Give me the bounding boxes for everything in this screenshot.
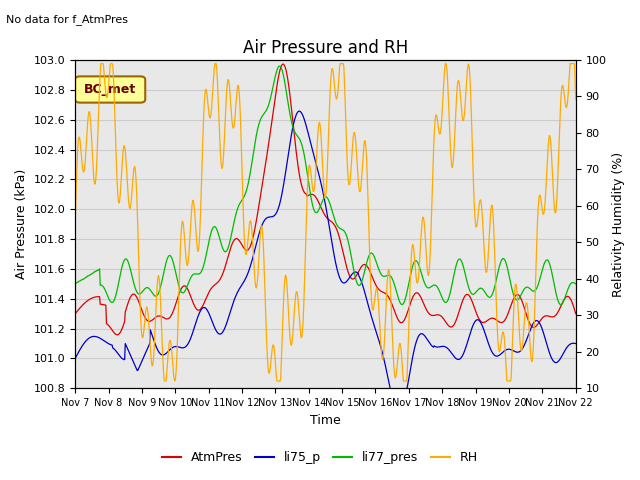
Line: AtmPres: AtmPres bbox=[75, 64, 576, 335]
AtmPres bbox=[113, 332, 121, 337]
RH bbox=[102, 95, 110, 100]
AtmPres bbox=[504, 312, 511, 318]
FancyBboxPatch shape bbox=[75, 76, 145, 103]
Line: RH: RH bbox=[75, 63, 576, 381]
li75_p bbox=[296, 108, 303, 114]
X-axis label: Time: Time bbox=[310, 414, 341, 427]
Line: li75_p: li75_p bbox=[75, 111, 576, 413]
li77_pres bbox=[557, 302, 564, 308]
Y-axis label: Relativity Humidity (%): Relativity Humidity (%) bbox=[612, 152, 625, 297]
li75_p bbox=[102, 339, 109, 345]
RH bbox=[97, 60, 105, 66]
li75_p bbox=[71, 356, 79, 361]
li75_p bbox=[391, 404, 399, 409]
AtmPres bbox=[364, 264, 371, 269]
Line: li77_pres: li77_pres bbox=[75, 66, 576, 305]
AtmPres bbox=[279, 61, 287, 67]
RH bbox=[504, 378, 511, 384]
Legend: AtmPres, li75_p, li77_pres, RH: AtmPres, li75_p, li77_pres, RH bbox=[157, 446, 483, 469]
li75_p bbox=[452, 356, 460, 361]
Text: BC_met: BC_met bbox=[84, 83, 136, 96]
Y-axis label: Air Pressure (kPa): Air Pressure (kPa) bbox=[15, 169, 28, 279]
AtmPres bbox=[572, 311, 580, 317]
li77_pres bbox=[102, 288, 109, 294]
li77_pres bbox=[503, 263, 511, 268]
RH bbox=[376, 331, 384, 337]
AtmPres bbox=[376, 288, 384, 294]
RH bbox=[364, 168, 371, 174]
RH bbox=[452, 103, 460, 109]
li75_p bbox=[572, 341, 580, 347]
RH bbox=[71, 221, 79, 227]
li77_pres bbox=[376, 269, 383, 275]
li75_p bbox=[376, 340, 383, 346]
RH bbox=[392, 375, 399, 381]
AtmPres bbox=[392, 310, 399, 316]
Title: Air Pressure and RH: Air Pressure and RH bbox=[243, 39, 408, 57]
li77_pres bbox=[276, 63, 284, 69]
AtmPres bbox=[452, 318, 460, 324]
Text: No data for f_AtmPres: No data for f_AtmPres bbox=[6, 14, 129, 25]
li77_pres bbox=[391, 283, 399, 288]
li75_p bbox=[504, 347, 511, 352]
AtmPres bbox=[102, 302, 109, 308]
RH bbox=[572, 97, 580, 103]
li75_p bbox=[396, 410, 403, 416]
li77_pres bbox=[572, 281, 580, 287]
RH bbox=[161, 378, 168, 384]
li77_pres bbox=[71, 281, 79, 287]
li77_pres bbox=[363, 261, 371, 266]
li75_p bbox=[363, 296, 371, 301]
li77_pres bbox=[452, 265, 460, 271]
AtmPres bbox=[71, 311, 79, 317]
